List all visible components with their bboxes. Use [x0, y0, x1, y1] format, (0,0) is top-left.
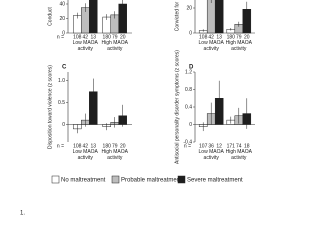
n-value: 108 [199, 34, 208, 40]
category-label: Low MAOA activity [198, 149, 224, 161]
n-value: 79 [112, 34, 118, 40]
category-text: High MAOA activity [225, 149, 252, 161]
n-value: 108 [73, 34, 82, 40]
category-text: High MAOA activity [101, 149, 128, 161]
y-axis-label: Conduct [47, 7, 53, 26]
y-tick-label: -0.4 [183, 139, 192, 145]
y-tick-label: 1.2 [185, 69, 192, 75]
n-value: 13 [90, 34, 96, 40]
category-text: High MAOA activity [225, 40, 252, 52]
category-label: High MAOA activity [101, 149, 128, 161]
category-text: Low MAOA activity [72, 40, 98, 52]
legend-label: Severe maltreatment [187, 178, 243, 184]
category-text: High MAOA activity [101, 40, 128, 52]
y-tick-label: 0 [62, 122, 65, 128]
bar [206, 0, 216, 34]
y-tick-label: 0 [189, 30, 192, 36]
legend-swatch [51, 175, 60, 184]
bar [89, 0, 98, 34]
category-label: High MAOA activity [101, 40, 128, 52]
n-value: 171 [227, 143, 236, 149]
n-value: 42 [208, 34, 214, 40]
y-tick-label: 20 [186, 5, 192, 11]
category-text: Low MAOA activity [198, 149, 224, 161]
legend-swatch [177, 175, 186, 184]
n-value: 107 [199, 143, 208, 149]
n-value: 20 [120, 143, 126, 149]
category-label: High MAOA activity [225, 149, 252, 161]
panel-label: C [62, 65, 67, 71]
y-tick-label: 20 [59, 16, 65, 22]
n-value: 18 [244, 143, 250, 149]
category-text: Low MAOA activity [198, 40, 224, 52]
category-label: Low MAOA activity [72, 149, 98, 161]
y-tick-label: 0.5 [58, 100, 65, 106]
legend-label: No maltreatment [61, 178, 106, 184]
legend-label: Probable maltreatment [121, 178, 182, 184]
y-tick-label: 0.8 [185, 87, 192, 93]
n-value: 13 [216, 34, 222, 40]
n-value: 180 [227, 34, 236, 40]
n-value: 20 [120, 34, 126, 40]
footnote: 1. [20, 211, 25, 217]
n-value: 180 [103, 34, 112, 40]
n-value: 42 [82, 143, 88, 149]
category-text: Low MAOA activity [72, 149, 98, 161]
category-label: Low MAOA activity [72, 40, 98, 52]
n-value: 42 [82, 34, 88, 40]
legend-swatch [111, 175, 120, 184]
panel-label: D [189, 65, 194, 71]
category-label: High MAOA activity [225, 40, 252, 52]
y-tick-label: 40 [59, 1, 65, 7]
y-tick-label: 0 [189, 122, 192, 128]
y-tick-label: 0.4 [185, 104, 192, 110]
n-label: n = [184, 143, 191, 149]
n-value: 13 [90, 143, 96, 149]
n-value: 20 [244, 34, 250, 40]
y-axis-label: Antisocial personality disorder symptoms… [174, 50, 180, 164]
category-label: Low MAOA activity [198, 40, 224, 52]
y-axis-label: Disposition toward violence (z scores) [47, 65, 53, 149]
n-label: n = [57, 34, 64, 40]
bar [214, 0, 224, 34]
n-value: 74 [236, 143, 242, 149]
y-axis-label: Convicted for [174, 1, 180, 31]
n-value: 180 [103, 143, 112, 149]
n-value: 36 [208, 143, 214, 149]
y-tick-label: 1.0 [58, 78, 65, 84]
n-value: 79 [236, 34, 242, 40]
y-tick-label: 0 [62, 30, 65, 36]
n-value: 79 [112, 143, 118, 149]
n-value: 12 [216, 143, 222, 149]
n-label: n = [57, 143, 64, 149]
n-value: 108 [73, 143, 82, 149]
